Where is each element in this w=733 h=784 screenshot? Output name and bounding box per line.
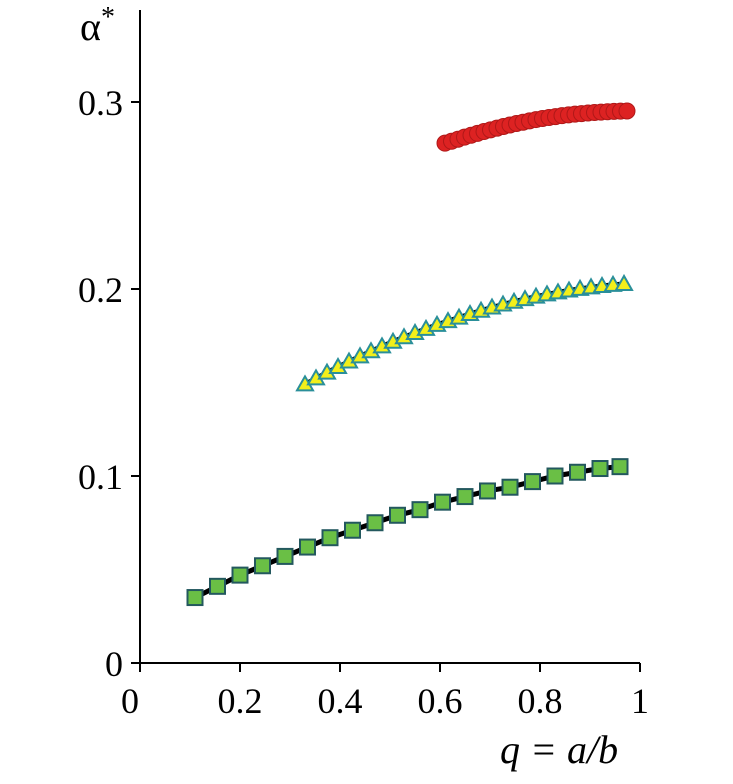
data-point <box>209 577 226 595</box>
data-point <box>614 273 634 291</box>
series-layer <box>186 102 636 607</box>
y-tick-label: 0.3 <box>78 83 123 123</box>
data-point <box>344 521 361 539</box>
data-point <box>456 488 474 506</box>
data-point <box>366 514 384 532</box>
series-line <box>303 281 625 387</box>
series-2 <box>295 273 634 392</box>
data-point <box>479 482 496 500</box>
data-point <box>546 467 564 485</box>
x-axis-label: q = a/b <box>500 727 618 772</box>
data-point <box>611 458 629 476</box>
series-1 <box>436 102 636 152</box>
x-tick-label: 0.8 <box>518 681 563 721</box>
x-tick-label: 0.4 <box>318 681 363 721</box>
tick-labels: 0 0.2 0.4 0.6 0.8 1 0 0.1 0.2 0.3 <box>78 83 649 721</box>
data-point <box>591 460 609 478</box>
data-point <box>501 478 519 496</box>
data-point <box>231 566 249 584</box>
x-tick-label: 0.6 <box>418 681 463 721</box>
axes <box>131 10 641 672</box>
x-tick-label: 1 <box>631 681 649 721</box>
x-tick-label: 0 <box>121 681 139 721</box>
x-tick-label: 0.2 <box>218 681 263 721</box>
series-3 <box>186 458 629 607</box>
data-point <box>411 501 429 519</box>
data-point <box>254 557 271 575</box>
data-point <box>299 538 316 556</box>
y-tick-label: 0.1 <box>78 457 123 497</box>
y-tick-label: 0 <box>105 644 123 684</box>
data-point <box>569 463 586 481</box>
y-tick-label: 0.2 <box>78 270 123 310</box>
data-point <box>389 506 406 524</box>
y-axis-label: α* <box>80 2 115 49</box>
data-point <box>186 589 204 607</box>
data-point <box>276 547 294 565</box>
data-point <box>434 493 451 511</box>
data-point <box>524 473 541 491</box>
series-line <box>193 464 621 600</box>
data-point <box>321 529 339 547</box>
data-point <box>618 102 636 120</box>
